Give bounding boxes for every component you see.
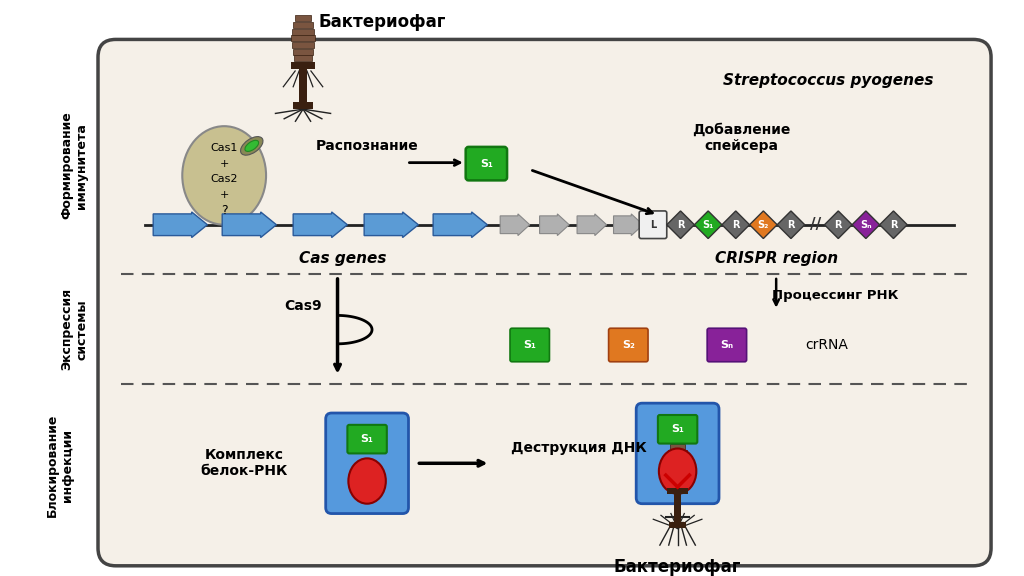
Text: Процессинг РНК: Процессинг РНК xyxy=(772,289,898,302)
Bar xyxy=(669,450,687,455)
FancyBboxPatch shape xyxy=(608,328,648,362)
FancyArrow shape xyxy=(433,212,487,237)
Bar xyxy=(293,103,313,109)
Bar xyxy=(671,480,685,485)
Bar xyxy=(292,29,314,35)
Text: S₁: S₁ xyxy=(480,158,493,169)
Text: Cas1: Cas1 xyxy=(211,143,238,153)
Polygon shape xyxy=(880,211,907,238)
FancyBboxPatch shape xyxy=(639,211,667,238)
Ellipse shape xyxy=(245,141,259,151)
Bar xyxy=(669,473,686,479)
Bar xyxy=(668,488,688,494)
FancyArrow shape xyxy=(500,214,529,236)
FancyArrow shape xyxy=(222,212,276,237)
Text: Бактериофаг: Бактериофаг xyxy=(614,558,741,576)
FancyArrow shape xyxy=(365,212,419,237)
Text: R: R xyxy=(890,219,897,230)
Text: Экспрессия
системы: Экспрессия системы xyxy=(60,288,88,370)
Text: Бактериофаг: Бактериофаг xyxy=(318,13,445,31)
Bar xyxy=(291,35,314,41)
FancyBboxPatch shape xyxy=(326,413,409,514)
Ellipse shape xyxy=(241,137,263,155)
Text: Деструкция ДНК: Деструкция ДНК xyxy=(511,441,647,456)
Text: S₁: S₁ xyxy=(671,424,684,434)
Text: S₁: S₁ xyxy=(360,434,374,444)
Text: R: R xyxy=(835,219,842,230)
Text: R: R xyxy=(787,219,795,230)
Text: S₁: S₁ xyxy=(523,340,537,350)
Text: crRNA: crRNA xyxy=(806,338,849,352)
Bar xyxy=(293,49,313,55)
FancyBboxPatch shape xyxy=(466,147,507,180)
Text: R: R xyxy=(677,219,684,230)
FancyArrow shape xyxy=(293,212,347,237)
Bar xyxy=(669,522,686,528)
Polygon shape xyxy=(824,211,852,238)
Ellipse shape xyxy=(348,458,386,503)
Text: L: L xyxy=(650,219,656,230)
FancyBboxPatch shape xyxy=(708,328,746,362)
Polygon shape xyxy=(722,211,750,238)
Bar xyxy=(670,444,685,449)
FancyArrow shape xyxy=(578,214,606,236)
Text: Комплекс
белок-РНК: Комплекс белок-РНК xyxy=(201,448,288,479)
Bar xyxy=(668,468,687,473)
Polygon shape xyxy=(694,211,722,238)
Text: +: + xyxy=(219,190,228,200)
Bar xyxy=(668,456,688,461)
Bar xyxy=(293,22,313,28)
Polygon shape xyxy=(852,211,880,238)
FancyArrow shape xyxy=(613,214,643,236)
Text: Sₙ: Sₙ xyxy=(720,340,733,350)
Text: S₂: S₂ xyxy=(622,340,635,350)
FancyBboxPatch shape xyxy=(98,39,991,566)
Text: Cas genes: Cas genes xyxy=(299,251,386,266)
FancyBboxPatch shape xyxy=(657,415,697,444)
Text: Sₙ: Sₙ xyxy=(860,219,871,230)
FancyBboxPatch shape xyxy=(510,328,550,362)
Ellipse shape xyxy=(182,126,266,225)
Text: Блокирование
инфекции: Блокирование инфекции xyxy=(45,414,74,517)
Bar xyxy=(294,55,311,62)
Ellipse shape xyxy=(658,449,696,494)
Text: S₂: S₂ xyxy=(758,219,769,230)
Bar xyxy=(291,62,314,69)
FancyArrow shape xyxy=(540,214,569,236)
Bar xyxy=(299,69,307,103)
Bar xyxy=(295,16,311,21)
Text: //: // xyxy=(810,217,821,232)
Text: +: + xyxy=(219,158,228,169)
Text: S₁: S₁ xyxy=(702,219,714,230)
FancyArrow shape xyxy=(154,212,208,237)
Text: Cas9: Cas9 xyxy=(285,298,322,313)
Text: CRISPR region: CRISPR region xyxy=(715,251,838,266)
Text: Формирование
иммунитета: Формирование иммунитета xyxy=(60,112,88,219)
Bar xyxy=(292,42,314,48)
Bar xyxy=(668,462,688,467)
Text: Streptococcus pyogenes: Streptococcus pyogenes xyxy=(723,73,934,88)
Polygon shape xyxy=(750,211,777,238)
Text: Добавление
спейсера: Добавление спейсера xyxy=(692,123,791,153)
Polygon shape xyxy=(777,211,805,238)
Text: R: R xyxy=(732,219,739,230)
Text: ?: ? xyxy=(221,204,227,218)
FancyBboxPatch shape xyxy=(636,403,719,503)
FancyBboxPatch shape xyxy=(347,425,387,453)
Bar xyxy=(674,494,681,522)
Text: Распознание: Распознание xyxy=(315,139,419,153)
Polygon shape xyxy=(667,211,694,238)
Text: Cas2: Cas2 xyxy=(210,175,238,184)
